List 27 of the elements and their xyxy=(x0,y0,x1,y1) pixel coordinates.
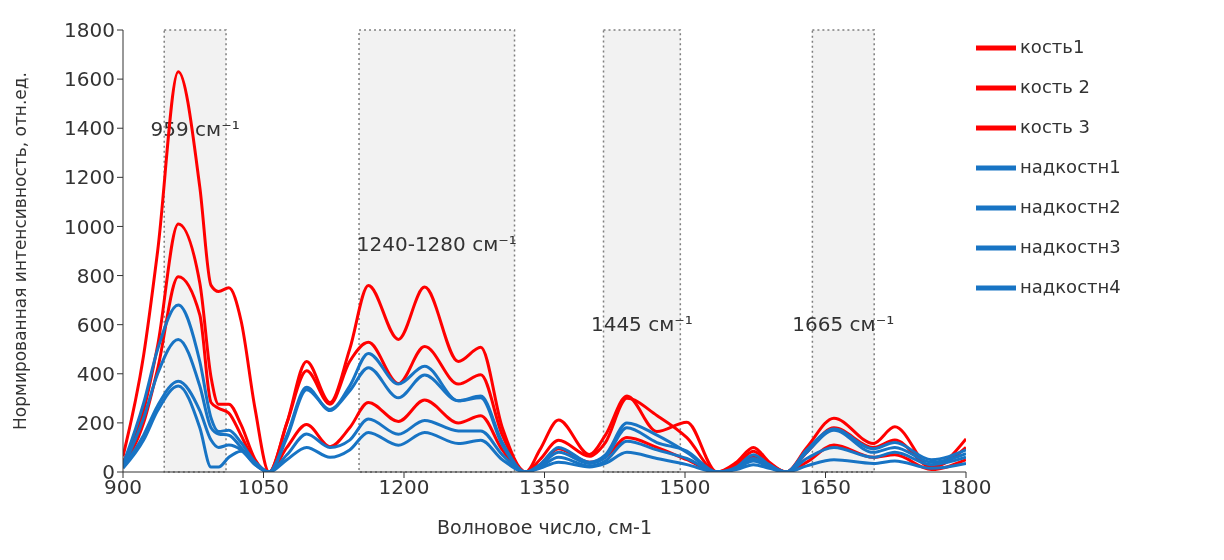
y-tick-label: 1200 xyxy=(64,165,115,190)
y-tick-label: 400 xyxy=(76,361,115,386)
x-tick-label: 1350 xyxy=(519,475,570,500)
legend-label: надкостн1 xyxy=(1020,155,1121,177)
y-axis-title: Нормированная интенсивность, отн.ед. xyxy=(10,72,31,430)
x-tick-label: 1800 xyxy=(940,475,992,500)
legend-label: надкостн4 xyxy=(1020,275,1121,297)
y-tick-label: 800 xyxy=(76,263,115,288)
legend-label: кость1 xyxy=(1020,35,1085,57)
band-label: 1240-1280 см⁻¹ xyxy=(356,232,517,256)
x-tick-label: 1500 xyxy=(659,475,711,500)
band-label: 1665 см⁻¹ xyxy=(792,311,895,336)
x-tick-label: 1200 xyxy=(378,475,430,500)
x-tick-label: 1650 xyxy=(800,475,851,500)
legend-label: кость 2 xyxy=(1020,75,1091,97)
legend-label: надкостн2 xyxy=(1020,195,1121,217)
x-tick-label: 1050 xyxy=(238,475,289,500)
y-tick-label: 1800 xyxy=(64,18,115,43)
y-tick-label: 1000 xyxy=(64,214,115,239)
y-tick-label: 200 xyxy=(76,410,115,435)
y-tick-label: 1600 xyxy=(64,67,115,92)
y-tick-label: 600 xyxy=(76,312,115,337)
band-label: 1445 см⁻¹ xyxy=(590,311,693,336)
y-tick-label: 1400 xyxy=(64,116,115,141)
legend-label: кость 3 xyxy=(1020,115,1091,137)
legend-label: надкостн3 xyxy=(1020,235,1121,257)
x-axis-title: Волновое число, см-1 xyxy=(437,516,652,538)
